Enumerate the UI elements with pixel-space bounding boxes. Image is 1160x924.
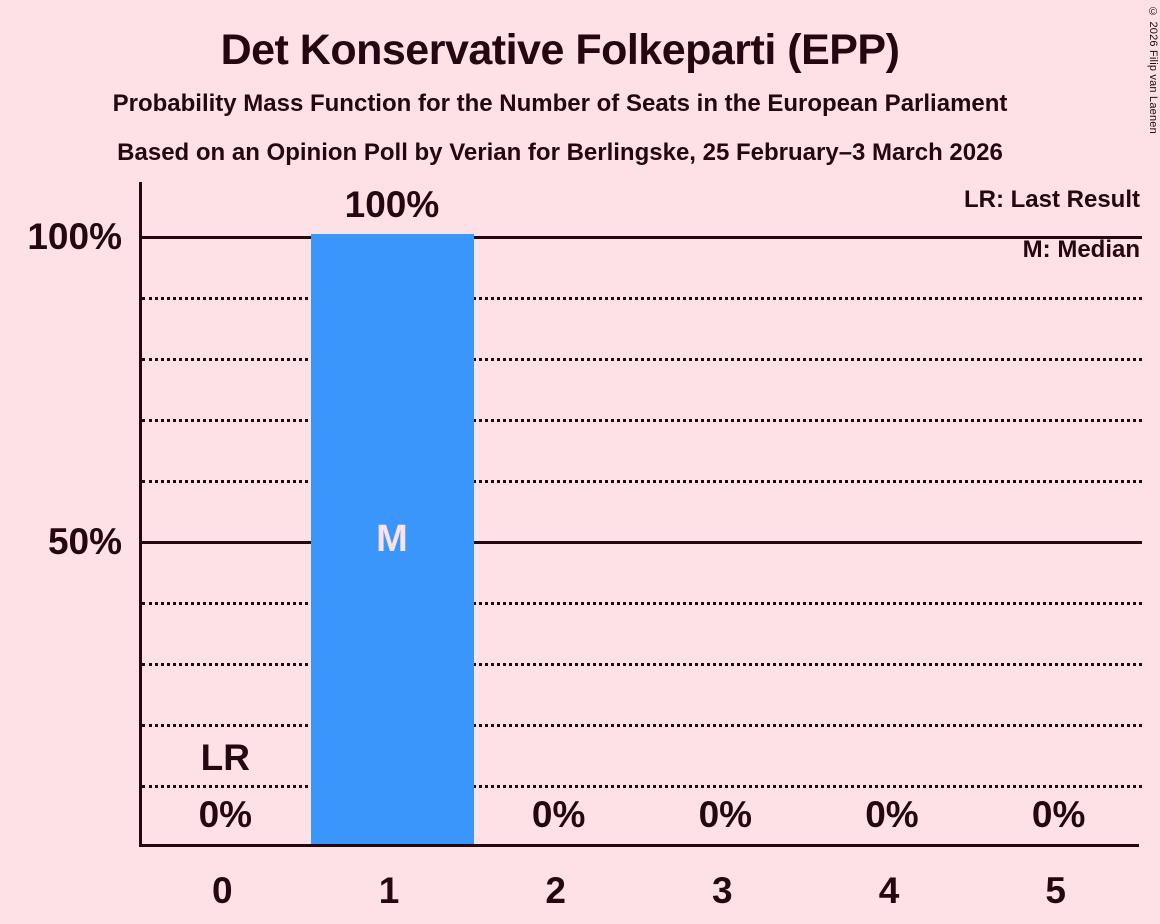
- gridline-70pct: [142, 418, 1142, 422]
- x-axis-labels: 0 1 2 3 4 5: [139, 869, 1139, 913]
- x-axis-tick-1: 1: [378, 870, 400, 911]
- page-title: Det Konservative Folkeparti (EPP): [220, 26, 900, 74]
- y-axis-tick-50: 50%: [47, 521, 122, 562]
- gridline-10pct: [142, 784, 1142, 788]
- value-label-seats-3: 0%: [698, 794, 753, 835]
- median-marker: M: [376, 518, 408, 560]
- x-axis-tick-5: 5: [1045, 870, 1066, 911]
- copyright-notice: © 2026 Filip van Laenen: [1147, 6, 1159, 134]
- last-result-marker: LR: [200, 737, 250, 778]
- value-label-seats-5: 0%: [1031, 794, 1086, 835]
- chart-subtitle-line2: Based on an Opinion Poll by Verian for B…: [117, 139, 1003, 166]
- value-label-seats-0: 0%: [198, 794, 253, 835]
- gridline-30pct: [142, 662, 1142, 666]
- gridline-50pct: [142, 540, 1142, 544]
- legend-median: M: Median: [1022, 236, 1140, 263]
- chart-subtitle-line1: Probability Mass Function for the Number…: [112, 90, 1008, 117]
- y-axis-tick-100: 100%: [27, 216, 122, 257]
- value-label-seats-1: 100%: [344, 184, 440, 225]
- x-axis-tick-2: 2: [545, 870, 566, 911]
- gridline-90pct: [142, 296, 1142, 300]
- gridline-20pct: [142, 723, 1142, 727]
- legend-last-result: LR: Last Result: [963, 186, 1140, 213]
- value-label-seats-4: 0%: [865, 794, 919, 835]
- gridline-60pct: [142, 479, 1142, 483]
- plot-area: 0% LR M 100% 0% 0% 0% 0%: [139, 182, 1142, 847]
- x-axis-tick-3: 3: [712, 870, 733, 911]
- value-label-seats-2: 0%: [531, 794, 586, 835]
- gridline-80pct: [142, 357, 1142, 361]
- bar-seats-1: M: [310, 234, 474, 844]
- x-axis-tick-4: 4: [878, 870, 900, 911]
- x-axis-tick-0: 0: [212, 870, 233, 911]
- gridline-100pct: [142, 235, 1142, 239]
- gridline-40pct: [142, 601, 1142, 605]
